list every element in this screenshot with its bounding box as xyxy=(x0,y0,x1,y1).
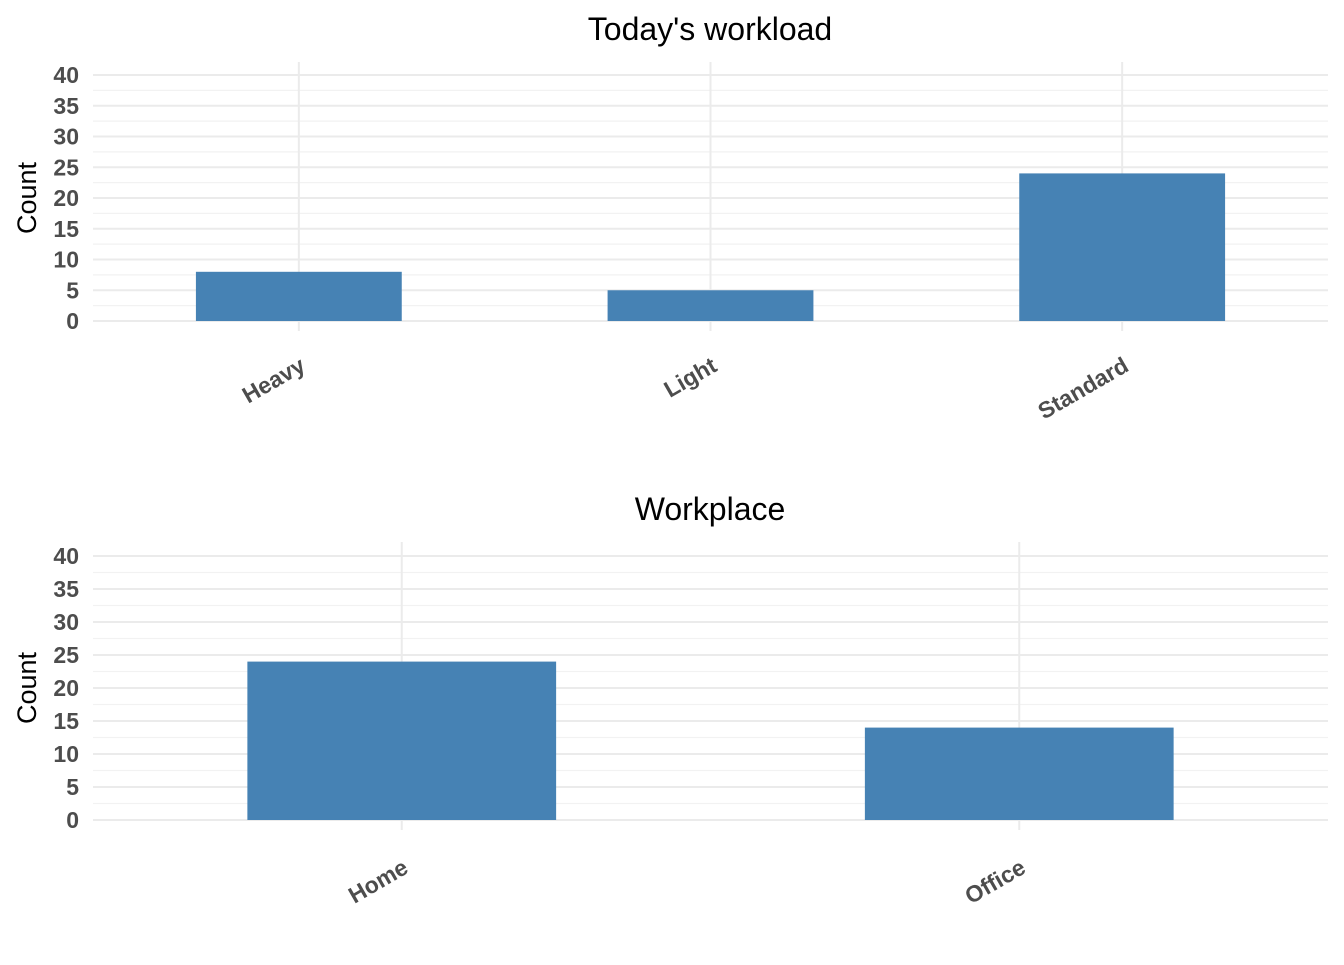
y-tick-label: 15 xyxy=(53,216,79,242)
x-tick-label: Standard xyxy=(1033,352,1132,424)
y-axis-title: Count xyxy=(12,651,42,724)
y-tick-label: 25 xyxy=(53,642,79,668)
y-tick-label: 5 xyxy=(66,774,79,800)
bars xyxy=(195,173,1226,321)
y-tick-label: 35 xyxy=(53,576,79,602)
x-tick-label: Heavy xyxy=(238,352,310,409)
bar-light xyxy=(607,290,814,321)
bar-home xyxy=(247,661,557,820)
x-tick-label: Home xyxy=(344,854,412,908)
y-tick-label: 20 xyxy=(53,675,79,701)
y-tick-label: 10 xyxy=(53,247,79,273)
y-tick-label: 0 xyxy=(66,308,79,334)
y-tick-label: 30 xyxy=(53,124,79,150)
y-tick-label: 5 xyxy=(66,277,79,303)
y-tick-label: 40 xyxy=(53,62,79,88)
bar-office xyxy=(864,727,1174,820)
y-tick-label: 30 xyxy=(53,609,79,635)
y-tick-label: 20 xyxy=(53,185,79,211)
chart-title: Workplace xyxy=(635,491,786,527)
y-tick-label: 0 xyxy=(66,807,79,833)
y-tick-labels: 0 5 10 15 20 25 30 35 40 xyxy=(53,543,79,833)
workload-chart: Today's workload Count 0510152025303540 … xyxy=(12,11,1328,424)
x-tick-label: Office xyxy=(960,854,1029,909)
y-tick-label: 25 xyxy=(53,154,79,180)
workplace-chart: Workplace Count 0 5 10 15 20 25 30 35 40 Home Off… xyxy=(12,491,1328,909)
y-tick-label: 10 xyxy=(53,741,79,767)
bars xyxy=(247,661,1174,820)
y-tick-label: 40 xyxy=(53,543,79,569)
x-tick-labels: Heavy Light Standard xyxy=(238,352,1133,425)
y-tick-labels: 0 5 10 15 20 25 30 35 40 xyxy=(53,62,79,334)
bar-standard xyxy=(1019,173,1226,321)
bar-heavy xyxy=(195,271,402,321)
x-tick-labels: Home Office xyxy=(344,854,1030,909)
chart-title: Today's workload xyxy=(588,11,832,47)
y-tick-label: 35 xyxy=(53,93,79,119)
y-axis-title: Count xyxy=(12,161,42,234)
y-tick-label: 15 xyxy=(53,708,79,734)
x-tick-label: Light xyxy=(659,352,721,403)
